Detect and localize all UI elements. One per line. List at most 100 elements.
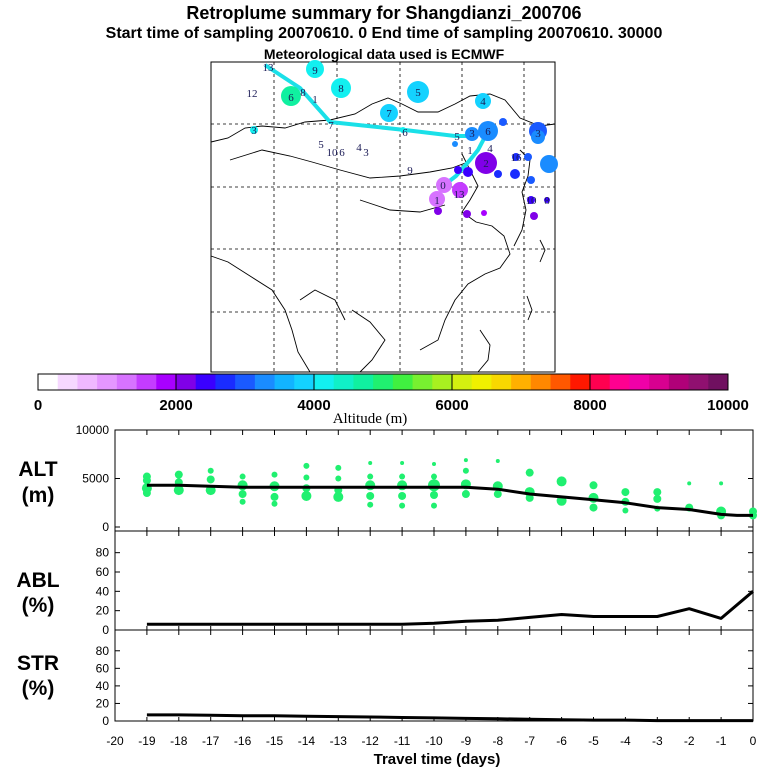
map-day-label: 12 [247, 88, 258, 100]
map-day-label: 6 [485, 126, 491, 138]
alt-data-point [333, 491, 344, 502]
str-fraction-line [146, 713, 753, 723]
colorbar-cell [688, 374, 709, 390]
abl-panel-label: ABL [16, 569, 59, 592]
x-tick-label: -12 [362, 734, 380, 748]
y-tick-label: 20 [96, 696, 110, 710]
alt-data-point [366, 491, 375, 500]
alt-data-point [493, 490, 502, 499]
x-tick-label: -7 [524, 734, 535, 748]
x-tick-label: -5 [588, 734, 599, 748]
map-marker [463, 167, 473, 177]
y-tick-label: 40 [96, 679, 110, 693]
colorbar-cell [215, 374, 236, 390]
alt-panel-unit: (m) [22, 484, 55, 507]
x-tick-label: -4 [620, 734, 631, 748]
x-tick-label: -8 [492, 734, 503, 748]
map-day-label: 5 [415, 87, 421, 99]
y-tick-label: 5000 [82, 472, 109, 486]
abl-panel-unit: (%) [22, 594, 55, 617]
map-day-label: 3 [251, 125, 257, 137]
y-tick-label: 20 [96, 604, 110, 618]
alt-data-point [270, 492, 279, 501]
map-day-label: 6 [402, 127, 408, 139]
map-marker [454, 166, 462, 174]
map-marker [510, 169, 520, 179]
colorbar-tick-label: 4000 [297, 397, 330, 414]
map-marker [527, 176, 535, 184]
map-day-label: 5 [454, 131, 460, 143]
map-day-label: 1 [467, 145, 473, 157]
chart-title: Retroplume summary for Shangdianzi_20070… [186, 3, 582, 23]
alt-data-point [525, 468, 534, 477]
colorbar-cell [609, 374, 630, 390]
x-tick-label: -9 [461, 734, 472, 748]
colorbar-cell [353, 374, 374, 390]
y-tick-label: 0 [102, 623, 109, 637]
colorbar-cell [274, 374, 295, 390]
map-day-label: 10 [526, 195, 538, 207]
map-marker [465, 127, 479, 141]
colorbar-cell [412, 374, 433, 390]
alt-data-point [687, 481, 692, 486]
colorbar-cell [530, 374, 552, 390]
alt-data-point [462, 467, 469, 474]
map-day-label: 4 [487, 143, 493, 155]
colorbar-cell [649, 374, 670, 390]
map-marker [407, 81, 429, 103]
alt-data-point [174, 470, 183, 479]
colorbar-cell [491, 374, 512, 390]
map-marker [524, 153, 532, 161]
x-tick-label: -17 [202, 734, 220, 748]
alt-data-point [428, 479, 440, 492]
map-day-label: 16 [511, 152, 523, 164]
colorbar-cell [629, 374, 650, 390]
x-tick-label: 0 [750, 734, 757, 748]
map-day-label: 3 [469, 128, 475, 140]
map-marker [306, 60, 324, 78]
trajectory-markers [250, 60, 558, 220]
colorbar-cell [57, 374, 78, 390]
map-day-label: 1 [434, 195, 440, 207]
x-tick-label: -15 [266, 734, 284, 748]
x-tick-label: -19 [138, 734, 156, 748]
abl-fraction-line [146, 590, 754, 626]
map-marker [463, 210, 471, 218]
map-marker [527, 196, 535, 204]
map-day-label: 5 [318, 139, 324, 151]
altitude-colorbar: 0 2000 4000 6000 8000 10000 Altitude (m) [34, 373, 749, 427]
map-day-label: 6 [288, 92, 294, 104]
alt-data-point [301, 490, 312, 501]
colorbar-tick-label: 0 [34, 397, 42, 414]
alt-data-point [271, 500, 278, 507]
x-tick-label: -20 [106, 734, 124, 748]
alt-data-point [206, 475, 215, 484]
colorbar-tick-label: 8000 [573, 397, 606, 414]
alt-data-point [495, 459, 500, 464]
map-marker [250, 126, 258, 134]
alt-data-point [431, 473, 437, 480]
map-marker [452, 141, 458, 147]
alt-data-point [621, 488, 630, 497]
alt-data-point [303, 474, 310, 481]
map-marker [475, 93, 491, 109]
x-tick-label: -3 [652, 734, 663, 748]
colorbar-cell [97, 374, 118, 390]
alt-data-point [239, 498, 246, 505]
str-panel-unit: (%) [22, 677, 55, 700]
alt-panel-label: ALT [18, 458, 57, 481]
map-marker [499, 118, 507, 126]
alt-data-point [430, 490, 438, 499]
alt-data-point [398, 491, 407, 500]
alt-data-point [207, 467, 214, 474]
colorbar-cell [590, 374, 611, 390]
alt-data-point [653, 488, 662, 497]
alt-data-point [622, 507, 629, 514]
y-tick-label: 60 [96, 661, 110, 675]
map-coastlines [210, 93, 556, 373]
map-marker [400, 127, 406, 133]
x-tick-label: -2 [684, 734, 695, 748]
